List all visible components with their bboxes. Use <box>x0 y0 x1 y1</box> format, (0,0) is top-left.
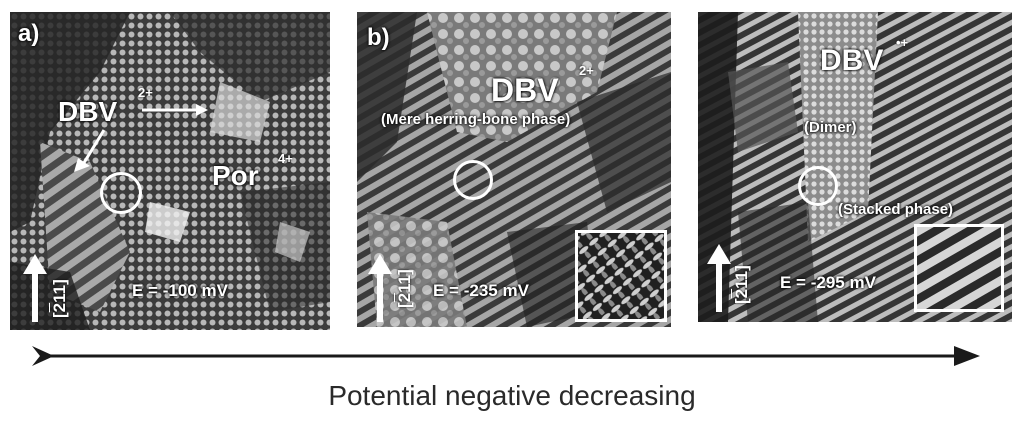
direction-label: [211] <box>50 279 69 318</box>
molecule-label: DBV <box>491 72 559 108</box>
stm-panel-b: b) DBV 2+ (Mere herring-bone phase) [211… <box>357 12 671 327</box>
second-label: Por <box>212 160 259 191</box>
potential-label: E = -100 mV <box>132 281 228 300</box>
phase-bottom-label: (Stacked phase) <box>838 201 954 218</box>
second-charge: 4+ <box>278 151 293 166</box>
phase-top-label: (Dimer) <box>804 119 857 136</box>
up-arrow-icon <box>23 254 47 322</box>
axis-head-icon <box>954 346 980 366</box>
inset-image <box>914 224 1004 312</box>
highlight-circle <box>100 172 142 214</box>
potential-axis-arrow <box>32 346 980 366</box>
molecule-charge: 2+ <box>579 63 594 78</box>
stm-panel-a: a) DBV 2+ Por 4+ [211] E = -100 mV <box>10 12 330 330</box>
stm-image-a <box>10 12 330 330</box>
up-arrow-icon <box>368 254 392 322</box>
highlight-circle <box>798 166 838 206</box>
direction-label: [211] <box>395 269 414 308</box>
phase-label: (Mere herring-bone phase) <box>381 111 571 128</box>
potential-label: E = -295 mV <box>780 273 876 292</box>
axis-tail-icon <box>32 346 54 366</box>
potential-label: E = -235 mV <box>433 281 529 300</box>
molecule-label: DBV <box>58 96 118 127</box>
stm-panel-c: DBV •+ (Dimer) (Stacked phase) [211] E =… <box>698 12 1012 322</box>
highlight-circle <box>453 160 493 200</box>
pointer-arrow-right-icon <box>142 104 208 116</box>
molecule-charge: •+ <box>896 35 909 50</box>
molecule-label: DBV <box>820 44 884 77</box>
panel-letter: b) <box>367 24 390 51</box>
axis-caption: Potential negative decreasing <box>328 380 696 411</box>
molecule-charge: 2+ <box>138 85 153 100</box>
direction-label: [211] <box>732 265 751 304</box>
panel-letter: a) <box>18 20 40 47</box>
inset-image <box>575 230 667 322</box>
pointer-arrow-down-left-icon <box>74 129 106 172</box>
up-arrow-icon <box>707 244 731 312</box>
stm-image-b <box>357 12 671 327</box>
